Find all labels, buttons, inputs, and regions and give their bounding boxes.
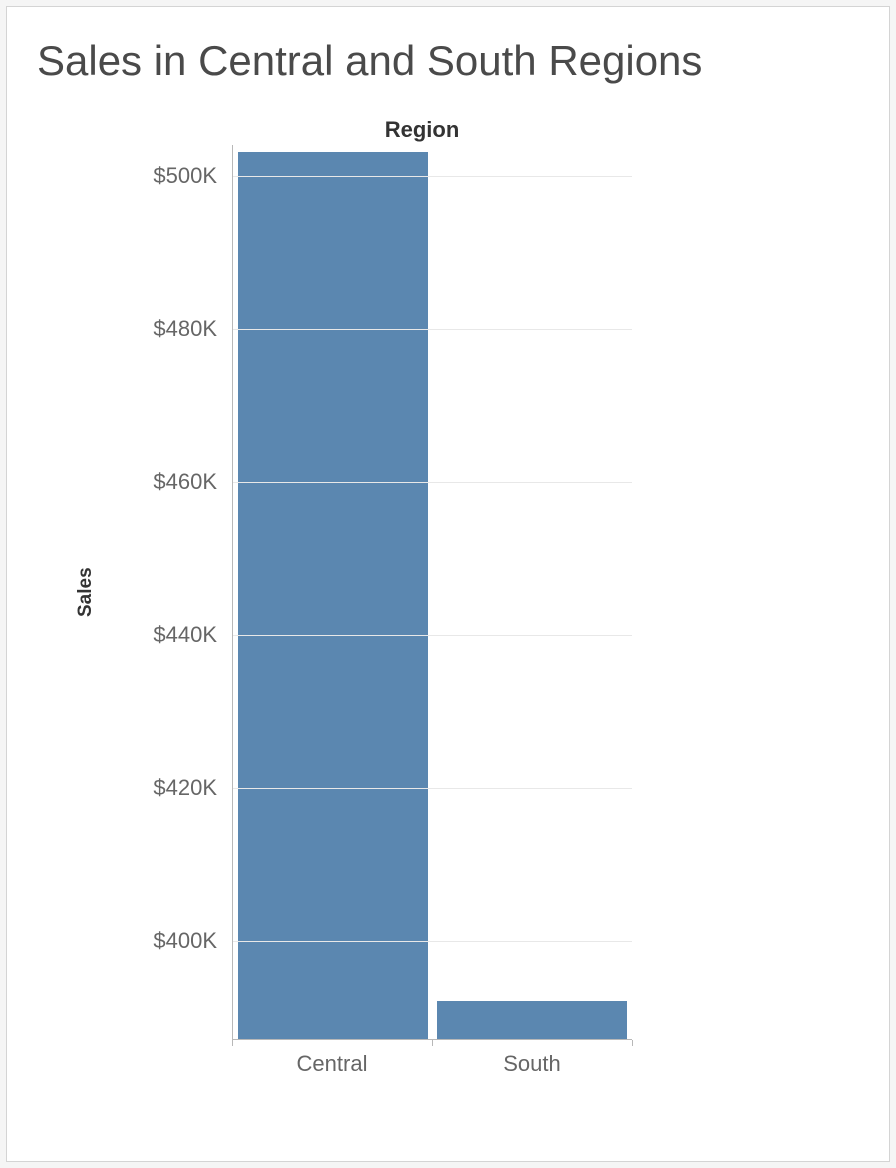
y-tick-label: $500K: [153, 163, 217, 189]
x-tick-label: South: [432, 1045, 632, 1077]
gridline: [233, 482, 632, 483]
y-axis-labels: $400K $420K $440K $460K $480K $500K: [117, 145, 227, 1040]
x-tick-label: Central: [232, 1045, 432, 1077]
y-tick-label: $420K: [153, 775, 217, 801]
gridline: [233, 329, 632, 330]
gridline: [233, 941, 632, 942]
chart-container: Sales in Central and South Regions Regio…: [6, 6, 890, 1162]
bar-central[interactable]: [238, 152, 428, 1039]
gridline: [233, 176, 632, 177]
chart-body: Sales $400K $420K $440K $460K $480K $500K Cen…: [37, 145, 869, 1080]
y-tick-label: $440K: [153, 622, 217, 648]
gridline: [233, 635, 632, 636]
y-tick-label: $480K: [153, 316, 217, 342]
bar-slot: [433, 145, 633, 1039]
chart-title: Sales in Central and South Regions: [37, 37, 869, 85]
bar-slot: [233, 145, 433, 1039]
bars-group: [233, 145, 632, 1039]
x-tick: [632, 1040, 633, 1046]
y-axis-title: Sales: [75, 145, 97, 1040]
gridline: [233, 788, 632, 789]
x-axis-labels: CentralSouth: [232, 1045, 632, 1077]
x-axis-title: Region: [222, 117, 622, 143]
bar-south[interactable]: [437, 1001, 627, 1039]
plot-area: [232, 145, 632, 1040]
y-tick-label: $460K: [153, 469, 217, 495]
y-tick-label: $400K: [153, 928, 217, 954]
